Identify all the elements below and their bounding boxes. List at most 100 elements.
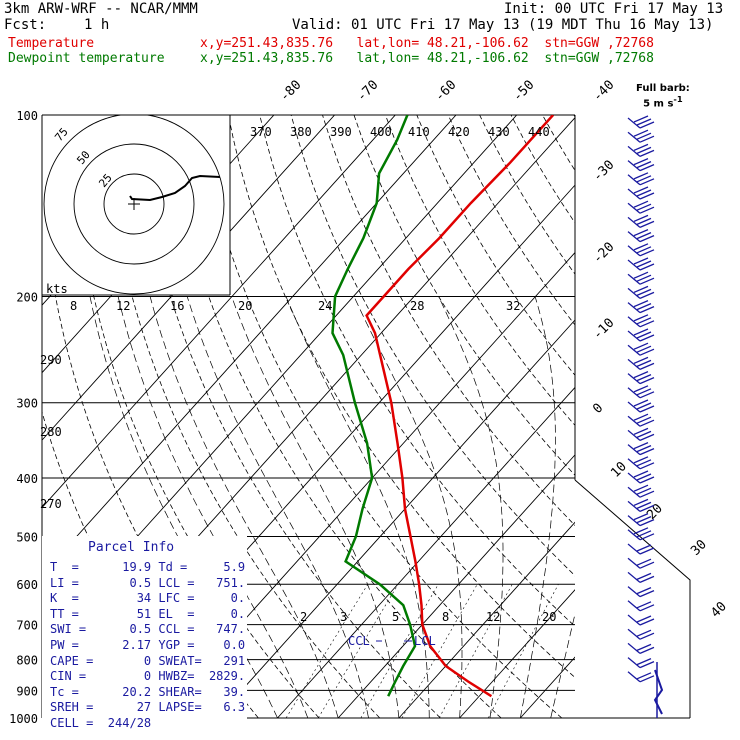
wind-barb-flag — [633, 527, 649, 535]
wind-barb-flag — [636, 246, 652, 254]
wind-barb-flag — [636, 388, 652, 396]
wind-barb-flag — [636, 217, 652, 225]
wind-barb-staff — [627, 429, 641, 441]
wind-barb-flag — [636, 416, 652, 424]
dry-adiabat — [196, 115, 563, 719]
wind-barb-flag — [633, 200, 649, 208]
wind-barb-staff — [627, 444, 641, 456]
wind-barb-staff — [627, 245, 641, 257]
wind-barb-flag — [633, 371, 649, 379]
wind-barb — [627, 115, 655, 129]
wind-barb-staff — [627, 188, 641, 200]
hodograph-unit-label: kts — [46, 282, 68, 296]
wind-barb-flag — [636, 345, 652, 353]
dry-adiabat — [102, 115, 381, 719]
wind-barb — [627, 257, 655, 271]
wind-barb-staff — [627, 273, 641, 285]
right-axis-lower — [574, 479, 691, 718]
wind-barb — [627, 571, 655, 583]
wind-barb-flag — [639, 419, 655, 427]
wind-barb-staff — [627, 131, 641, 143]
wind-barb-flag — [639, 448, 655, 456]
theta-label: 390 — [330, 125, 352, 139]
wind-barb-flag — [639, 334, 655, 342]
wind-barb-flag — [639, 291, 655, 299]
isotherm-label: 40 — [708, 599, 730, 621]
wind-barb-flag — [636, 558, 652, 566]
wind-barb-staff — [627, 543, 641, 555]
wind-barb — [627, 600, 655, 612]
wind-barb-flag — [639, 320, 655, 328]
wind-barb-flag — [633, 158, 649, 166]
wind-barb-flag — [633, 285, 649, 293]
init-time: Init: 00 UTC Fri 17 May 13 — [504, 1, 724, 17]
wind-barb-flag — [639, 206, 655, 214]
wind-barb-flag — [639, 632, 655, 640]
isotherm-label: -70 — [354, 78, 381, 105]
parcel-info-box — [42, 536, 247, 722]
wind-barb — [627, 328, 655, 342]
dry-adiabat — [605, 115, 740, 718]
mixing-ratio-label: 24 — [318, 299, 332, 313]
wind-barb-staff — [627, 174, 641, 186]
wind-barb-flag — [633, 413, 649, 421]
wind-barb-flag — [639, 249, 655, 257]
mixing-ratio-line — [285, 584, 369, 719]
wind-barb-flag — [636, 487, 652, 495]
dry-adiabat — [322, 115, 575, 526]
wind-barb-flag — [636, 615, 652, 623]
model-title: 3km ARW-WRF -- NCAR/MMM — [4, 1, 198, 17]
wind-barb-flag — [639, 263, 655, 271]
wind-barb-flag — [639, 433, 655, 441]
wind-barb-flag — [633, 300, 649, 308]
wind-barb-flag — [636, 374, 652, 382]
wind-barb-staff — [627, 117, 641, 129]
wind-barb-flag — [636, 473, 652, 481]
wind-barb — [627, 356, 655, 370]
mixing-ratio-line — [318, 584, 399, 719]
wind-barb-flag — [639, 561, 655, 569]
valid-time: Valid: 01 UTC Fri 17 May 13 (19 MDT Thu … — [292, 17, 714, 33]
wind-barb-flag — [633, 257, 649, 265]
wind-barb-flag — [636, 232, 652, 240]
isotherm-label: 10 — [608, 459, 630, 481]
isotherm-line — [337, 454, 575, 719]
wind-barb — [627, 586, 655, 598]
mixing-ratio-line — [488, 584, 559, 719]
hodograph-ring — [43, 115, 225, 295]
wind-barb — [627, 671, 655, 683]
theta-label: 440 — [528, 125, 550, 139]
wind-barb — [627, 413, 655, 427]
wind-barb-flag — [639, 178, 655, 186]
temperature-legend: Temperature — [8, 36, 95, 51]
wind-barb-flag — [639, 575, 655, 583]
lcl-marker-label: LCL — [414, 634, 436, 648]
wind-barb-flag — [636, 445, 652, 453]
dry-adiabat — [479, 115, 575, 275]
isotherm-label: -30 — [590, 158, 617, 185]
wind-barb — [627, 543, 655, 555]
dry-adiabat — [385, 115, 575, 426]
wind-barb-staff — [627, 529, 641, 541]
wind-barb-staff — [627, 614, 641, 626]
dry-adiabat — [573, 115, 575, 118]
wind-barb — [627, 527, 655, 541]
pressure-tick-label: 600 — [16, 578, 38, 592]
wind-barb-flag — [636, 175, 652, 183]
hodograph-box — [42, 115, 230, 295]
wind-barb-flag — [633, 456, 649, 464]
wind-barb-flag — [639, 618, 655, 626]
isotherm-label: -20 — [590, 240, 617, 267]
dewpoint-legend: Dewpoint temperature — [8, 51, 165, 66]
wind-barb — [627, 427, 655, 441]
wind-barb-staff — [627, 415, 641, 427]
wind-barb-flag — [639, 121, 655, 129]
pressure-tick-label: 700 — [16, 619, 38, 633]
theta-label: 270 — [40, 497, 62, 511]
wind-barb-staff — [627, 145, 641, 157]
theta-label: 380 — [290, 125, 312, 139]
dry-adiabat — [290, 115, 575, 577]
wind-barb — [627, 513, 655, 527]
wind-barb-flag — [633, 243, 649, 251]
